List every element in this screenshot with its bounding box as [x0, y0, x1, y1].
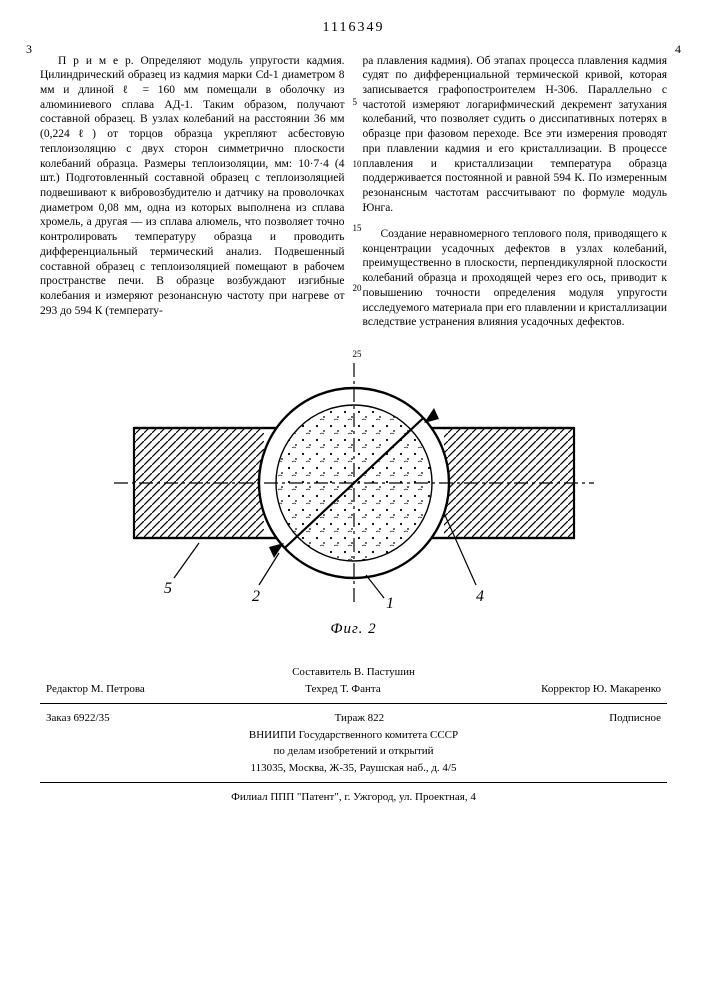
text-columns: 3 П р и м е р. Определяют модуль упругос… [40, 42, 667, 341]
figure-caption: Фиг. 2 [330, 621, 376, 638]
footer-tirazh: Тираж 822 [335, 710, 385, 727]
right-paragraph-2: Создание неравномерного теплового поля, … [363, 227, 668, 330]
footer-org2: по делам изобретений и открытий [40, 743, 667, 760]
fig-label-2: 2 [252, 588, 260, 605]
footer-credits-row: Редактор М. Петрова Техред Т. Фанта Корр… [40, 681, 667, 698]
figure-2: 5 2 1 4 Фиг. 2 [40, 353, 667, 638]
left-paragraph: П р и м е р. Определяют модуль упругости… [40, 54, 345, 319]
footer-branch: Филиал ППП "Патент", г. Ужгород, ул. Про… [40, 789, 667, 806]
footer-author: Составитель В. Пастушин [40, 664, 667, 681]
doc-number: 1116349 [40, 20, 667, 36]
footer-corrector: Корректор Ю. Макаренко [541, 681, 661, 698]
footer-org1: ВНИИПИ Государственного комитета СССР [40, 727, 667, 744]
footer-order: Заказ 6922/35 [46, 710, 110, 727]
right-paragraph-1: ра плавления кадмия). Об этапах процесса… [363, 54, 668, 216]
footer-order-row: Заказ 6922/35 Тираж 822 Подписное [40, 710, 667, 727]
footer-podpis: Подписное [609, 710, 661, 727]
footer-editor: Редактор М. Петрова [46, 681, 145, 698]
fig-label-1: 1 [386, 595, 394, 612]
footer-techred: Техред Т. Фанта [305, 681, 381, 698]
fig-label-5: 5 [164, 580, 172, 597]
figure-svg: 5 2 1 4 [104, 353, 604, 613]
fig-label-4: 4 [476, 588, 484, 605]
left-column: 3 П р и м е р. Определяют модуль упругос… [40, 42, 345, 341]
footer: Составитель В. Пастушин Редактор М. Петр… [40, 664, 667, 806]
right-column: 4 5 10 15 20 25 ра плавления кадмия). Об… [363, 42, 668, 341]
page-no-left: 3 [26, 42, 32, 57]
footer-addr: 113035, Москва, Ж-35, Раушская наб., д. … [40, 760, 667, 777]
page: 1116349 3 П р и м е р. Определяют модуль… [0, 0, 707, 1000]
page-no-right: 4 [675, 42, 681, 57]
